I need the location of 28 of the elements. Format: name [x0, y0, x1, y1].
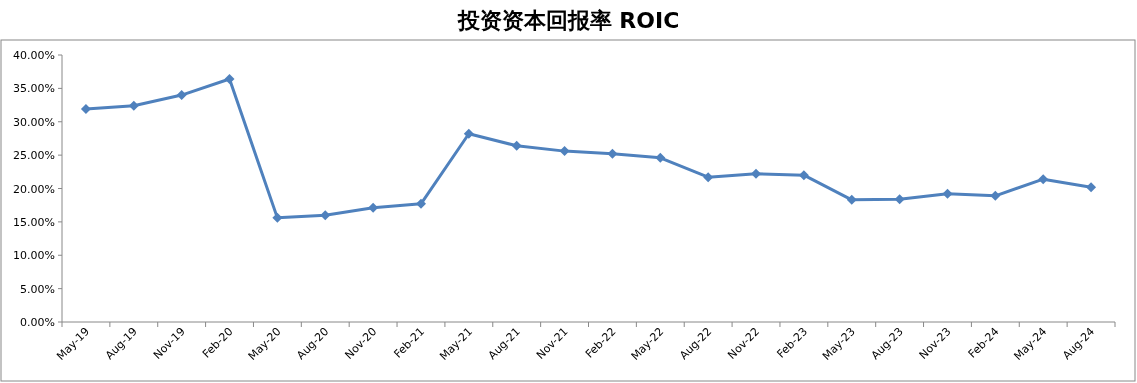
point — [80, 104, 91, 115]
point — [1086, 182, 1097, 193]
point — [894, 194, 905, 205]
y-tick-label: 35.00% — [13, 82, 55, 96]
point — [128, 100, 139, 111]
point — [703, 172, 714, 183]
point — [1038, 174, 1049, 185]
chart-title: 投资资本回报率 ROIC — [456, 8, 680, 33]
point — [511, 140, 522, 151]
y-tick-label: 0.00% — [20, 316, 55, 329]
y-tick-label: 40.00% — [13, 49, 55, 62]
point — [846, 194, 857, 205]
point — [463, 128, 474, 139]
point — [559, 146, 570, 157]
y-tick-label: 25.00% — [13, 149, 55, 163]
y-tick-label: 20.00% — [13, 182, 55, 196]
y-tick-label: 15.00% — [13, 215, 55, 229]
point — [990, 190, 1001, 201]
y-tick-label: 10.00% — [13, 249, 55, 263]
point — [224, 74, 235, 85]
point — [368, 202, 379, 213]
point — [320, 210, 331, 221]
point — [176, 90, 187, 101]
point — [942, 188, 953, 199]
y-tick-label: 5.00% — [20, 282, 55, 296]
point — [607, 148, 618, 159]
point — [655, 152, 666, 163]
y-tick-label: 30.00% — [13, 115, 55, 129]
